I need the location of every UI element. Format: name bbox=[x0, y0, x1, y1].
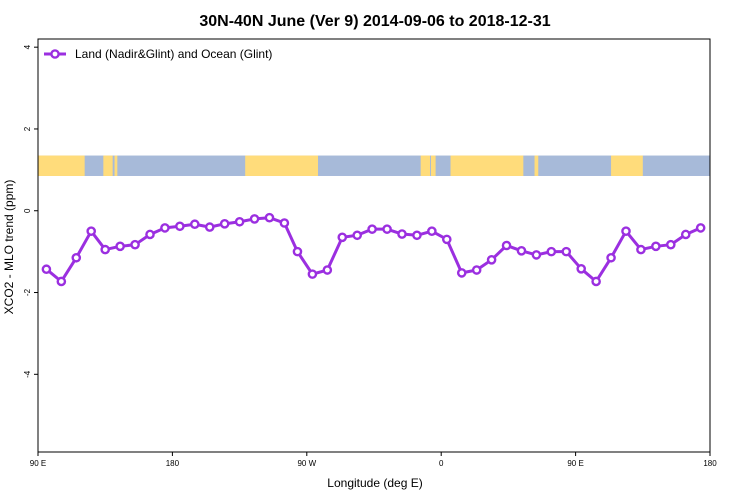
data-point bbox=[471, 265, 482, 275]
data-point bbox=[56, 276, 67, 287]
data-point bbox=[382, 224, 392, 234]
map-ocean-band bbox=[38, 155, 710, 176]
data-point bbox=[651, 241, 661, 252]
x-tick-label: 90 W bbox=[297, 459, 316, 468]
data-point bbox=[160, 223, 170, 233]
map-land-region bbox=[430, 155, 436, 176]
data-point bbox=[189, 219, 200, 230]
data-point bbox=[322, 265, 333, 275]
plot-frame bbox=[37, 38, 711, 453]
data-point bbox=[441, 234, 452, 245]
data-point bbox=[606, 252, 616, 263]
data-point bbox=[666, 239, 676, 250]
map-land-region bbox=[450, 155, 524, 176]
map-land-region bbox=[114, 155, 118, 176]
y-tick-label: 4 bbox=[23, 44, 32, 49]
data-point bbox=[204, 222, 215, 232]
data-point bbox=[456, 268, 467, 278]
data-point bbox=[427, 226, 437, 236]
data-point bbox=[115, 241, 125, 252]
legend-label: Land (Nadir&Glint) and Ocean (Glint) bbox=[75, 47, 272, 61]
chart-title: 30N-40N June (Ver 9) 2014-09-06 to 2018-… bbox=[199, 13, 550, 30]
x-axis: 90 E 180 90 W 0 90 E 180 bbox=[30, 452, 717, 468]
x-tick-label: 90 E bbox=[567, 459, 583, 468]
data-point bbox=[397, 229, 407, 239]
data-point bbox=[516, 246, 527, 256]
data-point bbox=[264, 212, 275, 223]
data-point bbox=[219, 219, 230, 229]
data-point bbox=[636, 244, 646, 255]
background-map-strip bbox=[38, 155, 710, 176]
data-point bbox=[41, 264, 52, 275]
y-tick-label: 0 bbox=[23, 208, 32, 213]
legend-marker bbox=[50, 49, 60, 59]
data-point bbox=[680, 229, 691, 240]
data-point bbox=[546, 246, 557, 257]
data-point bbox=[531, 250, 542, 260]
data-point bbox=[561, 246, 572, 257]
map-land-region bbox=[38, 155, 85, 176]
map-land-region bbox=[103, 155, 113, 176]
map-land-region bbox=[534, 155, 539, 176]
data-point bbox=[234, 216, 245, 227]
data-point bbox=[695, 223, 706, 233]
data-point bbox=[501, 240, 512, 251]
x-tick-label: 90 E bbox=[30, 459, 46, 468]
map-land-region bbox=[245, 155, 318, 176]
data-point bbox=[307, 269, 318, 279]
data-point bbox=[412, 230, 422, 241]
y-axis: 4 2 0 -2 -4 bbox=[23, 44, 38, 378]
data-point bbox=[337, 232, 348, 243]
x-tick-label: 180 bbox=[703, 459, 717, 468]
y-tick-label: -2 bbox=[23, 288, 32, 296]
x-tick-label: 180 bbox=[166, 459, 180, 468]
data-point bbox=[591, 276, 601, 287]
data-point bbox=[292, 246, 303, 257]
data-point bbox=[576, 264, 587, 274]
data-point bbox=[71, 252, 82, 263]
data-point bbox=[352, 230, 363, 241]
map-land-region bbox=[420, 155, 430, 176]
data-point bbox=[175, 221, 185, 232]
data-point bbox=[249, 214, 260, 224]
data-point bbox=[279, 218, 290, 228]
data-point bbox=[486, 255, 497, 265]
y-tick-label: -4 bbox=[23, 370, 32, 378]
x-tick-label: 0 bbox=[439, 459, 444, 468]
data-point bbox=[100, 244, 110, 255]
x-axis-label: Longitude (deg E) bbox=[327, 476, 422, 490]
data-point bbox=[621, 226, 631, 236]
data-point bbox=[130, 239, 140, 250]
legend: Land (Nadir&Glint) and Ocean (Glint) bbox=[44, 47, 272, 61]
y-axis-label: XCO2 - MLO trend (ppm) bbox=[2, 180, 16, 315]
data-point bbox=[86, 226, 96, 236]
data-point bbox=[367, 224, 377, 234]
map-land-region bbox=[611, 155, 643, 176]
series-layer bbox=[41, 212, 706, 287]
y-tick-label: 2 bbox=[23, 126, 32, 131]
data-point bbox=[145, 229, 155, 240]
